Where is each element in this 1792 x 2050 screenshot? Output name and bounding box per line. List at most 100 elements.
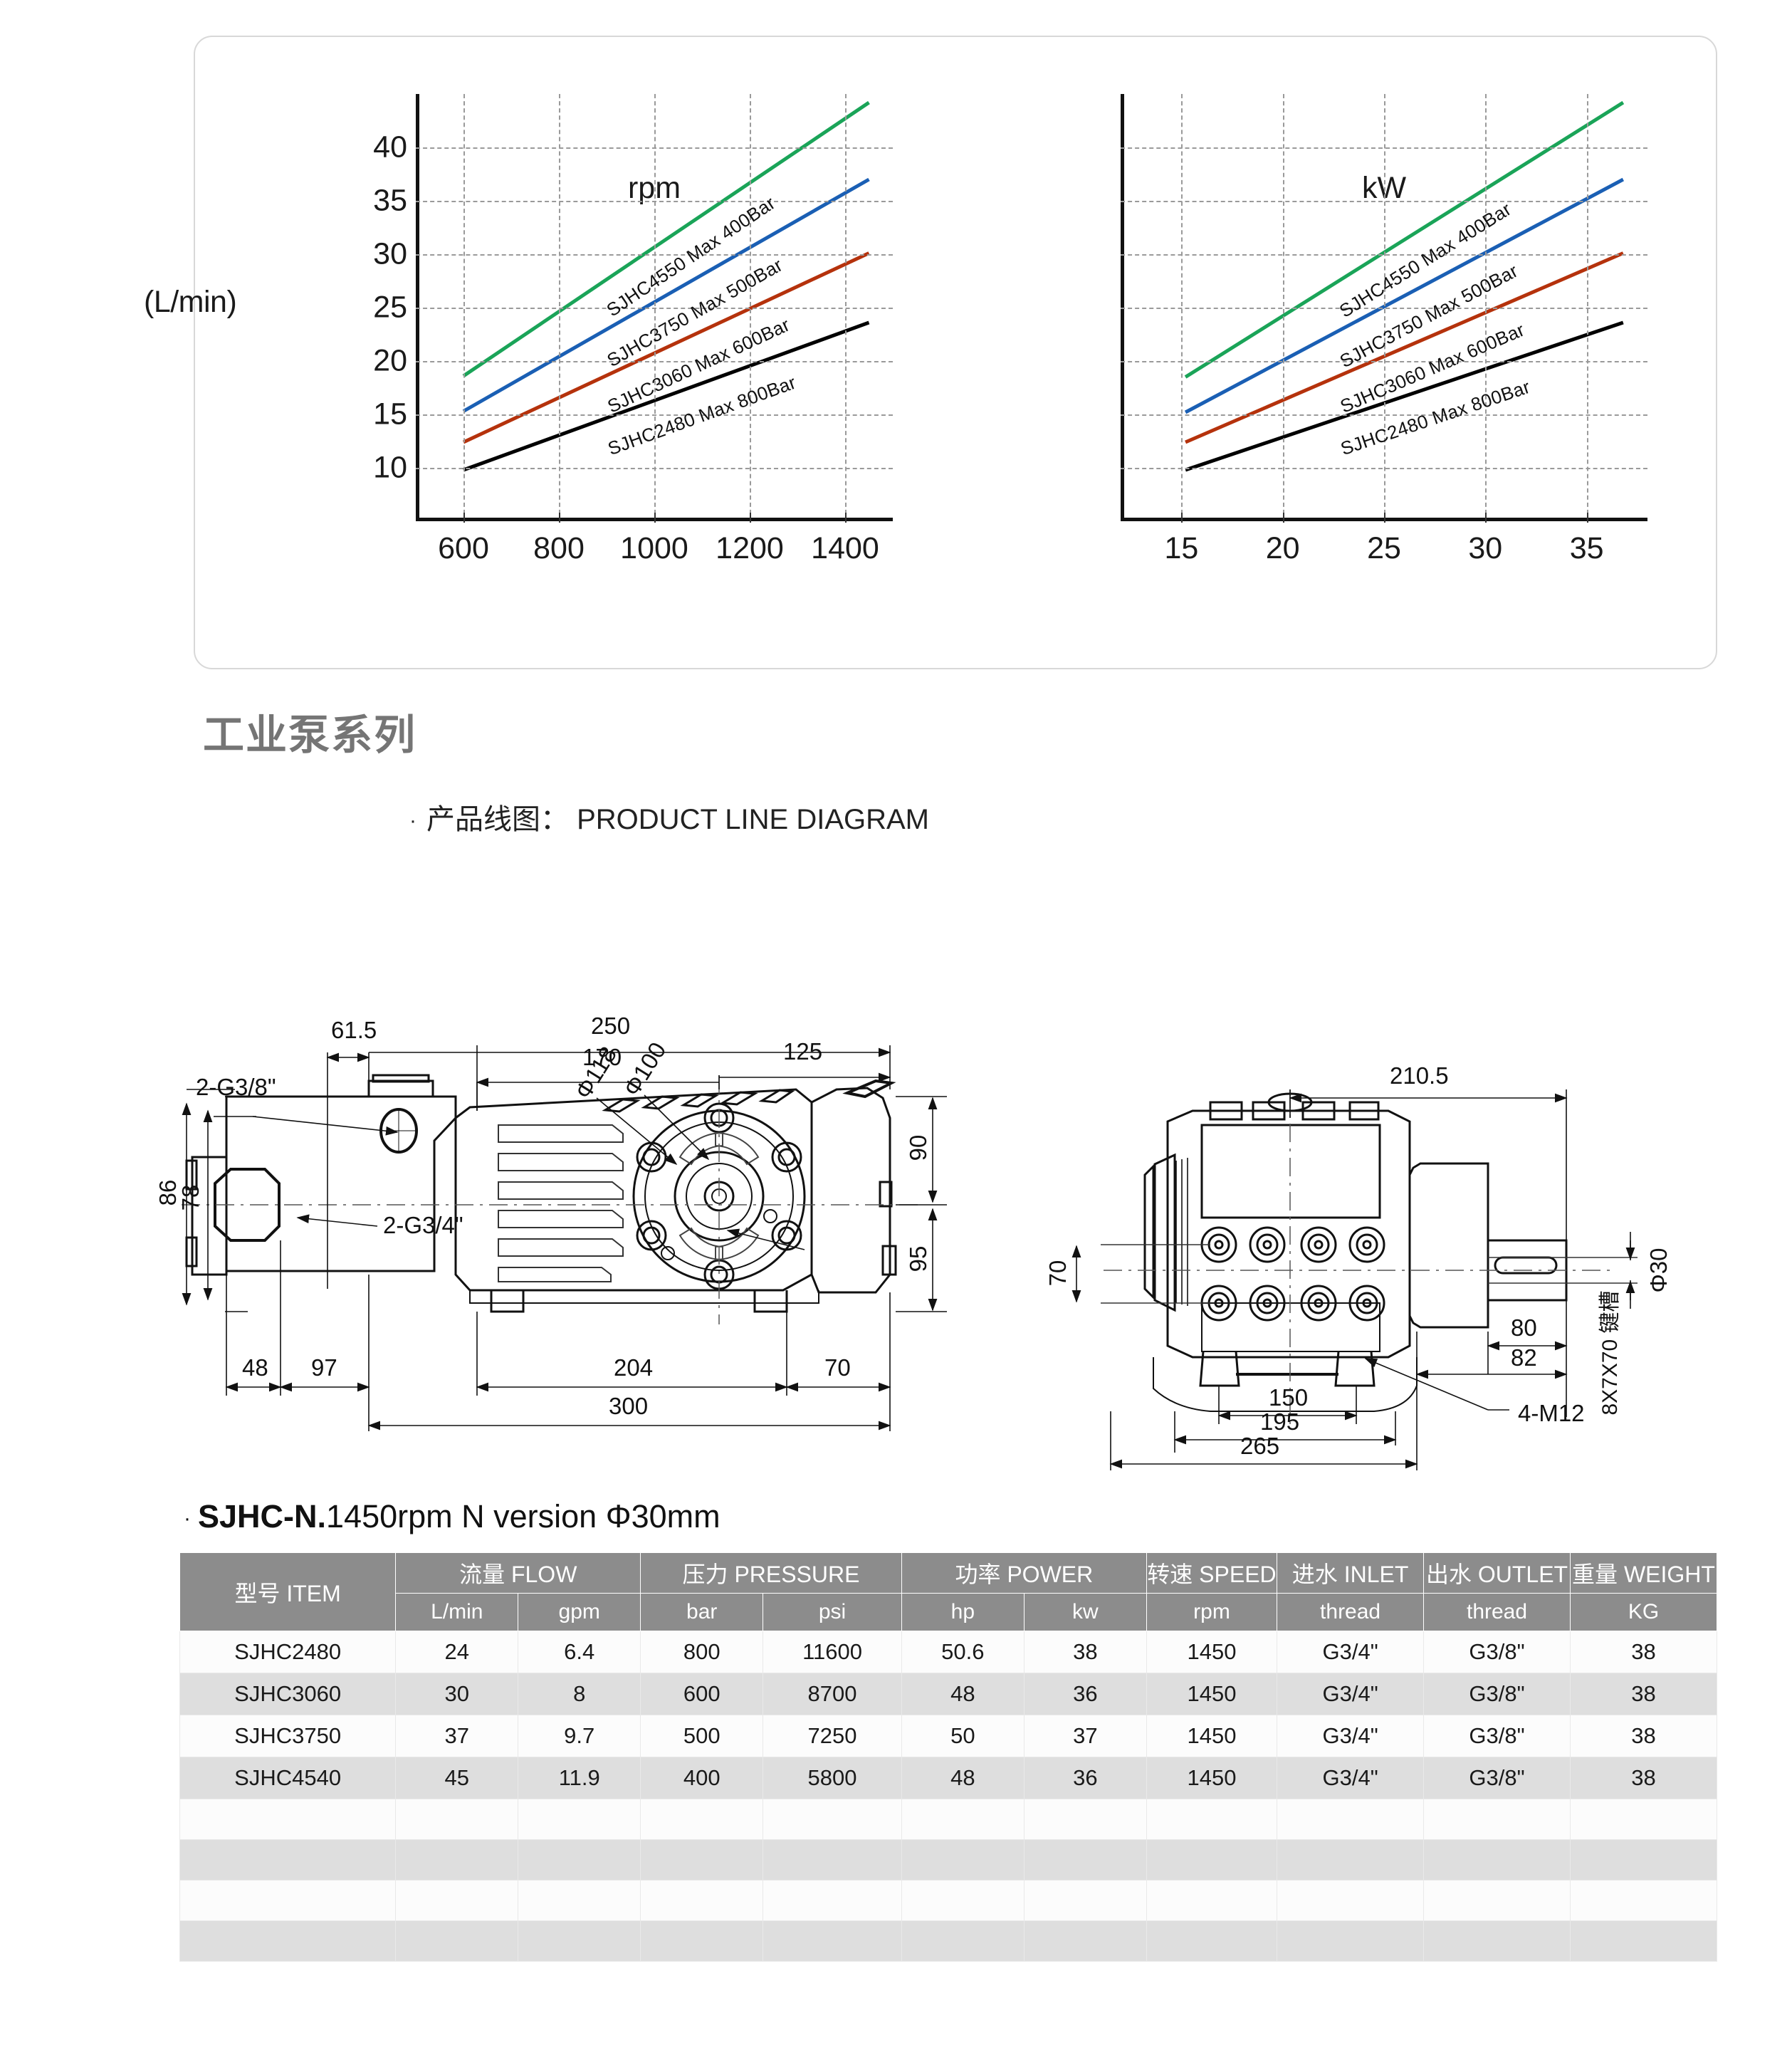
table-row[interactable] xyxy=(179,1920,1717,1962)
model-heading-rest: 1450rpm N version Φ30mm xyxy=(326,1498,721,1534)
spec-table: 型号 ITEM 流量 FLOW 压力 PRESSURE 功率 POWER 转速 … xyxy=(179,1552,1717,1962)
table-row[interactable]: SJHC2480 24 6.4 800 11600 50.6 38 1450 G3/4" G3/8… xyxy=(179,1631,1717,1673)
th-unit-lmin: L/min xyxy=(395,1593,519,1631)
cell-outlet: G3/8" xyxy=(1423,1673,1571,1715)
cell-lmin xyxy=(395,1920,519,1962)
cell-item xyxy=(179,1839,397,1881)
cell-item xyxy=(179,1920,397,1962)
gridline-v xyxy=(1485,94,1487,521)
cell-kw xyxy=(1023,1920,1147,1962)
cell-bar: 400 xyxy=(640,1757,764,1799)
charts-row: (L/min) 10 15 20 25 30 35 40 600 800 1000 1200 140… xyxy=(144,37,1716,668)
cell-kg: 38 xyxy=(1570,1757,1717,1799)
th-unit-inlet-thread: thread xyxy=(1277,1593,1425,1631)
product-line-diagram-text: 产品线图： PRODUCT LINE DIAGRAM xyxy=(426,804,929,835)
chart-rpm: (L/min) 10 15 20 25 30 35 40 600 800 1000 1200 140… xyxy=(144,37,950,668)
cell-gpm xyxy=(518,1799,641,1840)
dim-265: 265 xyxy=(1240,1433,1280,1459)
page-title: 工业泵系列 xyxy=(203,712,417,758)
cell-gpm: 9.7 xyxy=(518,1715,641,1757)
spec-header-unit-row: L/min gpm bar psi hp kw rpm thread threa… xyxy=(180,1593,1717,1631)
y-tick-label: 40 xyxy=(373,130,407,164)
dim-97: 97 xyxy=(311,1354,337,1381)
table-row[interactable] xyxy=(179,1880,1717,1921)
cell-lmin xyxy=(395,1880,519,1921)
dim-61-5: 61.5 xyxy=(331,1017,377,1043)
cell-kw xyxy=(1023,1880,1147,1921)
cell-kg xyxy=(1570,1920,1717,1962)
cell-outlet: G3/8" xyxy=(1423,1631,1571,1673)
chart-rpm-ytick-labels: 10 15 20 25 30 35 40 xyxy=(322,37,407,668)
cell-psi xyxy=(763,1920,902,1962)
dim-300: 300 xyxy=(609,1393,649,1419)
cell-kg xyxy=(1570,1799,1717,1840)
cell-lmin: 24 xyxy=(395,1631,519,1673)
cell-rpm: 1450 xyxy=(1146,1715,1278,1757)
th-unit-outlet-thread: thread xyxy=(1423,1593,1571,1631)
cell-rpm xyxy=(1146,1839,1278,1881)
cell-psi xyxy=(763,1839,902,1881)
th-unit-psi: psi xyxy=(763,1593,902,1631)
th-speed: 转速 SPEED xyxy=(1146,1552,1278,1594)
cell-rpm: 1450 xyxy=(1146,1631,1278,1673)
chart-rpm-plot-area: 600 800 1000 1200 1400 rpm SJHC4550 Max 400B… xyxy=(416,94,893,565)
cell-item: SJHC3060 xyxy=(179,1673,397,1715)
x-tick-label: 20 xyxy=(1265,531,1300,565)
series-line xyxy=(1184,177,1625,414)
dim-150: 150 xyxy=(1269,1384,1309,1411)
th-flow: 流量 FLOW xyxy=(395,1552,641,1594)
dim-250: 250 xyxy=(591,1013,631,1039)
dim-82: 82 xyxy=(1511,1344,1537,1371)
table-row[interactable]: SJHC4540 45 11.9 400 5800 48 36 1450 G3/4" G3/8" 3… xyxy=(179,1757,1717,1799)
x-tick-label: 35 xyxy=(1569,531,1604,565)
th-unit-bar: bar xyxy=(640,1593,764,1631)
cell-kw: 38 xyxy=(1023,1631,1147,1673)
y-tick-label: 15 xyxy=(373,397,407,432)
series-line xyxy=(1185,251,1624,444)
performance-chart-card: (L/min) 10 15 20 25 30 35 40 600 800 1000 1200 140… xyxy=(144,36,1717,669)
cell-outlet xyxy=(1423,1839,1571,1881)
gridline-v xyxy=(463,94,465,521)
cell-hp: 50 xyxy=(901,1715,1025,1757)
gridline-v xyxy=(845,94,847,521)
table-row[interactable]: SJHC3750 37 9.7 500 7250 50 37 1450 G3/4" G3/8" 38 xyxy=(179,1715,1717,1757)
cell-psi: 8700 xyxy=(763,1673,902,1715)
cell-hp: 50.6 xyxy=(901,1631,1025,1673)
table-row[interactable] xyxy=(179,1799,1717,1840)
x-tick xyxy=(1586,513,1588,523)
th-power: 功率 POWER xyxy=(901,1552,1147,1594)
cell-bar: 600 xyxy=(640,1673,764,1715)
cell-gpm xyxy=(518,1839,641,1881)
chart-rpm-xtick-labels: 600 800 1000 1200 1400 xyxy=(416,521,893,571)
cell-hp xyxy=(901,1880,1025,1921)
callout-2-g34: 2-G3/4" xyxy=(383,1212,463,1238)
cell-outlet xyxy=(1423,1880,1571,1921)
cell-lmin: 37 xyxy=(395,1715,519,1757)
cell-psi xyxy=(763,1880,902,1921)
spec-header-group-row: 型号 ITEM 流量 FLOW 压力 PRESSURE 功率 POWER 转速 … xyxy=(179,1552,1717,1631)
cell-kw: 36 xyxy=(1023,1757,1147,1799)
chart-kw: 15 20 25 30 35 kW SJHC4550 Max 400Bar SJHC375… xyxy=(957,37,1712,668)
table-row[interactable] xyxy=(179,1839,1717,1881)
cell-inlet: G3/4" xyxy=(1277,1673,1425,1715)
series-line xyxy=(462,251,870,444)
cell-inlet xyxy=(1277,1880,1425,1921)
th-weight: 重量 WEIGHT xyxy=(1570,1552,1717,1594)
x-tick-label: 1000 xyxy=(620,531,688,565)
cell-gpm: 8 xyxy=(518,1673,641,1715)
x-tick xyxy=(463,513,465,523)
cell-inlet xyxy=(1277,1920,1425,1962)
cell-inlet: G3/4" xyxy=(1277,1715,1425,1757)
cell-lmin: 30 xyxy=(395,1673,519,1715)
model-heading-bold: SJHC-N. xyxy=(198,1498,327,1534)
cell-bar: 500 xyxy=(640,1715,764,1757)
chart-rpm-ylabel: (L/min) xyxy=(144,285,237,319)
table-row[interactable]: SJHC3060 30 8 600 8700 48 36 1450 G3/4" G3/8" 38 xyxy=(179,1673,1717,1715)
dim-78: 78 xyxy=(177,1184,204,1211)
dim-48: 48 xyxy=(242,1354,268,1381)
cell-bar xyxy=(640,1799,764,1840)
series-line xyxy=(1185,320,1624,472)
gridline-v xyxy=(1181,94,1183,521)
callout-keyway: 8X7X70 键槽 xyxy=(1598,1290,1622,1416)
x-tick-label: 600 xyxy=(438,531,489,565)
